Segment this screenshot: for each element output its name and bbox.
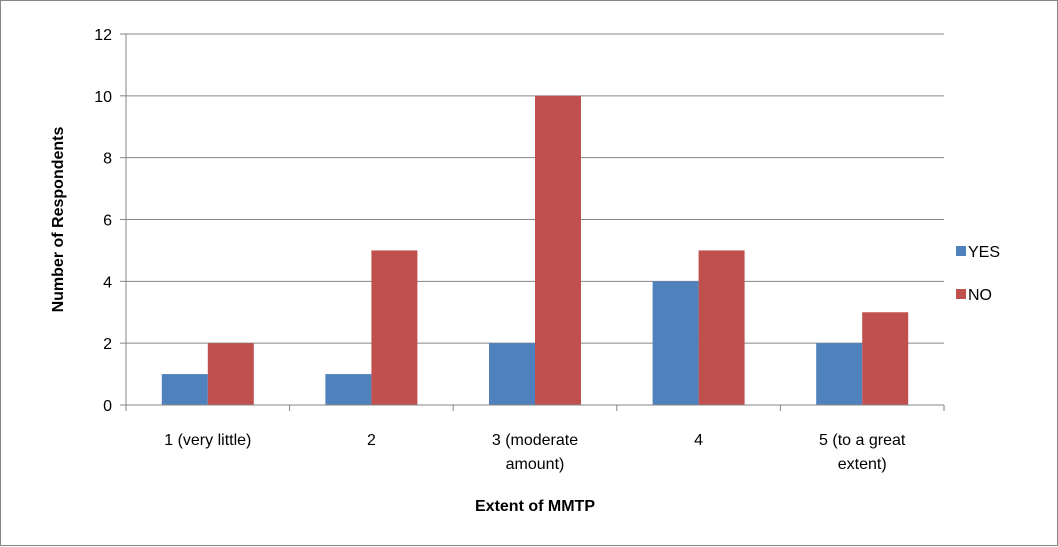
y-tick-label: 4 bbox=[103, 274, 112, 291]
x-tick-label: 3 (moderate bbox=[492, 432, 578, 449]
y-tick-label: 10 bbox=[94, 89, 112, 106]
legend: YES NO bbox=[956, 244, 1000, 304]
y-axis-title: Number of Respondents bbox=[50, 127, 67, 313]
legend-label-no: NO bbox=[968, 287, 992, 304]
x-axis-title: Extent of MMTP bbox=[475, 498, 595, 515]
bars bbox=[161, 95, 909, 405]
bar-yes-4 bbox=[652, 281, 699, 405]
x-tick-label: 4 bbox=[694, 432, 703, 449]
x-tick-label: 2 bbox=[367, 432, 376, 449]
bar-yes-3 bbox=[489, 343, 535, 405]
x-tick-label: amount) bbox=[506, 456, 565, 473]
y-tick-label: 0 bbox=[103, 398, 112, 415]
y-tick-label: 6 bbox=[103, 213, 112, 230]
bar-no-4 bbox=[698, 250, 745, 405]
x-tick-label: 1 (very little) bbox=[164, 432, 251, 449]
x-tick-label: extent) bbox=[838, 456, 887, 473]
y-tick-label: 2 bbox=[103, 336, 112, 353]
axes bbox=[120, 33, 945, 411]
x-tick-label: 5 (to a great bbox=[819, 432, 906, 449]
y-tick-label: 12 bbox=[94, 27, 112, 44]
bar-no-2 bbox=[371, 250, 418, 405]
y-tick-label: 8 bbox=[103, 151, 112, 168]
bar-yes-1 bbox=[161, 374, 208, 405]
bar-no-1 bbox=[207, 343, 254, 405]
legend-label-yes: YES bbox=[968, 244, 1000, 261]
bar-yes-5 bbox=[816, 343, 863, 405]
bar-no-5 bbox=[862, 312, 909, 405]
legend-swatch-yes bbox=[956, 246, 966, 256]
bar-yes-2 bbox=[325, 374, 372, 405]
legend-swatch-no bbox=[956, 289, 966, 299]
bar-no-3 bbox=[535, 95, 581, 405]
tick-labels: 0 2 4 6 8 10 12 1 (very little) 2 3 (moderate amou… bbox=[94, 27, 906, 473]
